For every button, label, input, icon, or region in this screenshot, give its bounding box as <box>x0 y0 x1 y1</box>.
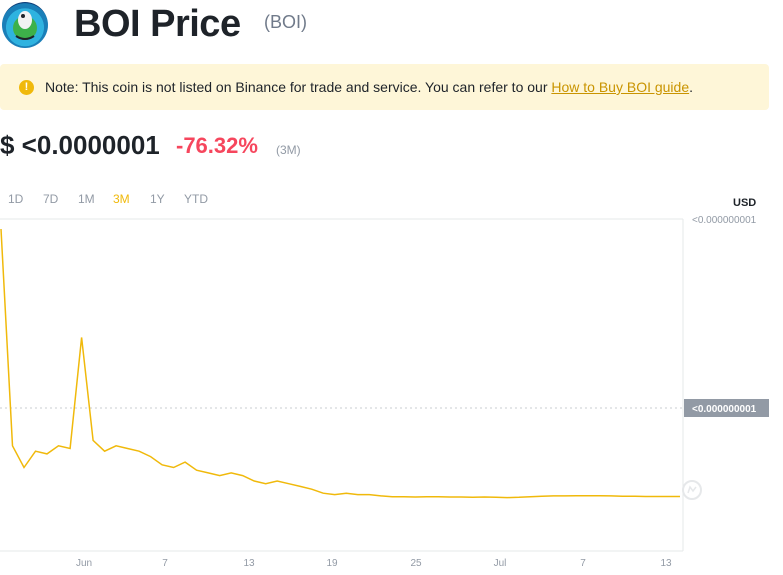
current-price-marker-label: <0.000000001 <box>692 404 757 415</box>
tab-1d[interactable]: 1D <box>8 192 24 206</box>
notice-text: Note: This coin is not listed on Binance… <box>45 78 693 96</box>
warning-icon: ! <box>19 80 34 95</box>
boi-logo <box>2 2 48 48</box>
tab-7d[interactable]: 7D <box>43 192 59 206</box>
tab-ytd[interactable]: YTD <box>184 192 208 206</box>
change-period: (3M) <box>276 143 301 157</box>
x-tick-label: Jun <box>76 558 92 569</box>
x-tick-label: 7 <box>162 558 168 569</box>
tab-1y[interactable]: 1Y <box>150 192 165 206</box>
watermark-icon <box>682 480 702 500</box>
y-tick-top: <0.000000001 <box>692 215 757 226</box>
how-to-buy-link[interactable]: How to Buy BOI guide <box>551 79 690 95</box>
x-tick-label: 7 <box>580 558 586 569</box>
tab-1m[interactable]: 1M <box>78 192 95 206</box>
current-price-marker <box>684 399 769 417</box>
x-tick-layer: Jun 7 13 19 25 Jul 7 13 <box>76 558 672 569</box>
x-tick-label: 13 <box>243 558 255 569</box>
notice-message: Note: This coin is not listed on Binance… <box>45 79 552 95</box>
tab-3m[interactable]: 3M <box>113 192 130 206</box>
x-tick-label: 13 <box>660 558 672 569</box>
x-tick-label: Jul <box>494 558 507 569</box>
price-change: -76.32% <box>176 133 258 158</box>
header: BOI Price (BOI) <box>0 0 783 52</box>
price-line <box>0 228 680 499</box>
listing-notice: ! Note: This coin is not listed on Binan… <box>0 64 769 110</box>
currency-label: USD <box>733 197 757 209</box>
price-chart: <0.000000001 <0.000000001 Jun 7 13 19 25 Jul 7… <box>0 215 769 569</box>
current-price: $ <0.0000001 <box>0 130 160 160</box>
x-tick-label: 19 <box>326 558 338 569</box>
page-title: BOI Price <box>74 3 241 45</box>
notice-suffix: . <box>689 79 694 95</box>
price-line-layer <box>0 228 680 499</box>
coin-symbol: (BOI) <box>264 12 307 32</box>
x-tick-label: 25 <box>410 558 422 569</box>
